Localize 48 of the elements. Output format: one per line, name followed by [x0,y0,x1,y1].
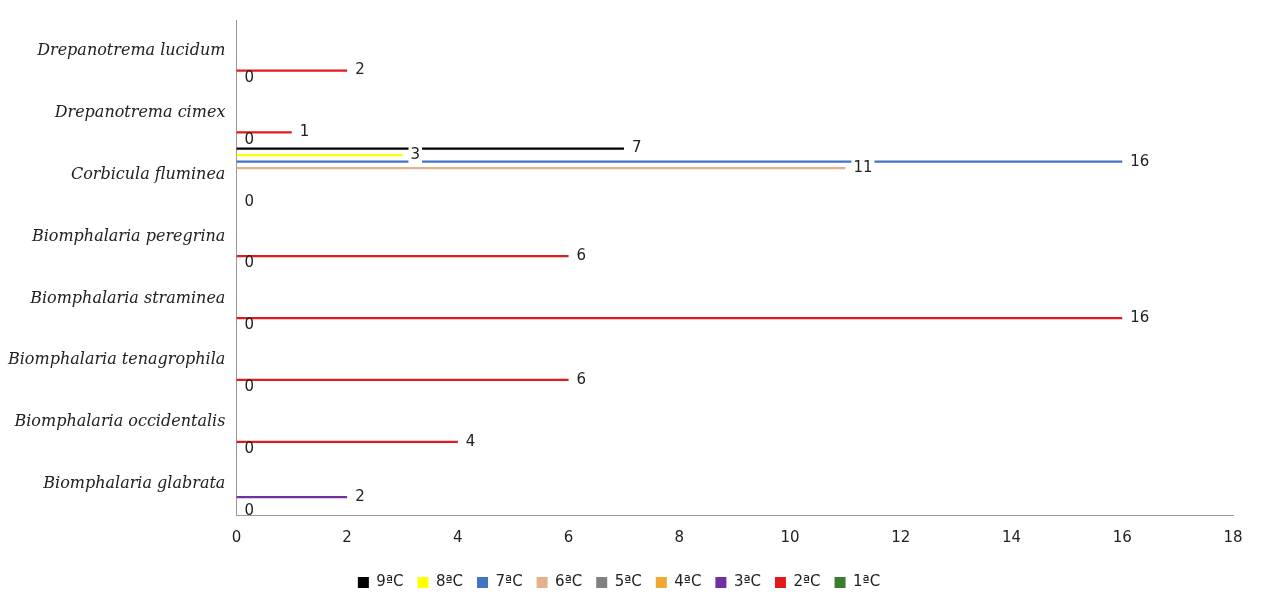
legend-label: 1ªC [853,572,881,591]
data-label: 4 [465,431,476,450]
annotation: 0 [244,500,254,519]
y-tick-label: Biomphalaria tenagrophila [6,349,226,369]
data-label: 6 [576,246,587,265]
legend-label: 2ªC [793,572,821,591]
legend-label: 4ªC [674,572,702,591]
data-label: 1 [299,122,310,141]
annotation: 0 [244,439,254,458]
x-tick-label: 0 [231,527,242,546]
y-tick-label: Biomphalaria glabrata [42,473,226,493]
annotation: 0 [244,191,254,210]
data-label: 11 [853,158,873,177]
y-tick-label: Biomphalaria straminea [29,287,226,307]
legend-label: 7ªC [495,572,523,591]
x-tick-label: 6 [563,527,574,546]
x-tick-label: 8 [674,527,685,546]
annotation: 0 [244,67,254,86]
data-label: 6 [576,369,587,388]
bar [236,131,292,134]
y-tick-label: Drepanotrema lucidum [36,40,226,60]
legend-label: 6ªC [555,572,583,591]
data-label: 3 [410,144,421,163]
legend-label: 5ªC [614,572,642,591]
x-tick-label: 18 [1223,527,1243,546]
x-tick-label: 14 [1001,527,1022,546]
annotation: 0 [244,253,254,272]
data-label: 16 [1130,307,1150,326]
annotation: 0 [244,315,254,334]
annotation: 0 [244,129,254,148]
x-tick-label: 12 [891,527,911,546]
y-tick-label: Biomphalaria peregrina [30,225,226,245]
data-label: 2 [355,60,365,79]
x-tick-label: 16 [1112,527,1132,546]
y-tick-label: Biomphalaria occidentalis [13,411,226,431]
x-tick-label: 10 [780,527,800,546]
data-label: 2 [355,487,365,506]
x-tick-label: 4 [453,527,463,546]
legend-label: 8ªC [435,572,464,591]
legend-label: 3ªC [733,572,761,591]
legend-label: 9ªC [376,572,404,591]
data-label: 7 [631,138,642,157]
y-tick-label: Corbicula fluminea [70,163,226,183]
x-tick-label: 2 [342,527,352,546]
annotation: 0 [244,377,254,396]
bar [236,69,348,72]
y-tick-label: Drepanotrema cimex [53,101,226,121]
data-label: 16 [1130,151,1150,170]
